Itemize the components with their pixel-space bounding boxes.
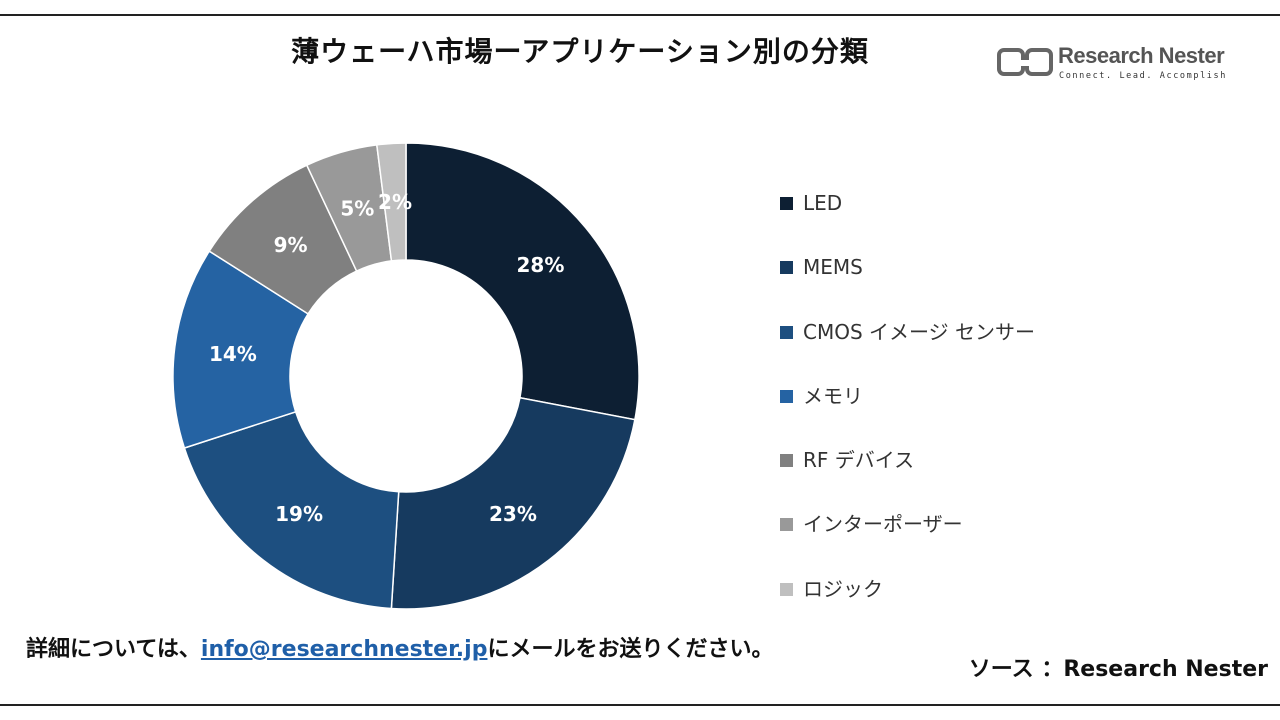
slice-7 — [375, 142, 407, 262]
logo-mark-icon — [997, 48, 1053, 76]
legend-label-7: ロジック — [803, 576, 883, 601]
bottom-border — [0, 704, 1280, 706]
contact-prefix: 詳細については、 — [26, 637, 201, 662]
legend-item-6: インターポーザー — [780, 507, 1035, 571]
slice-label-7: 2% — [378, 190, 412, 214]
top-border — [0, 14, 1280, 16]
legend-item-4: メモリ — [780, 379, 1035, 443]
slice-label-1: 28% — [517, 253, 565, 277]
slice-label-6: 5% — [340, 196, 374, 220]
slice-label-3: 19% — [275, 502, 323, 526]
legend-swatch-5 — [780, 454, 793, 468]
slice-4 — [172, 250, 310, 449]
legend-swatch-6 — [780, 518, 793, 532]
legend-label-2: MEMS — [803, 255, 863, 280]
legend-swatch-4 — [780, 389, 793, 403]
legend-label-6: インターポーザー — [803, 512, 963, 537]
slice-label-4: 14% — [209, 342, 257, 366]
legend-item-2: MEMS — [780, 250, 1035, 314]
legend-item-1: LED — [780, 186, 1035, 250]
slice-3 — [183, 410, 400, 610]
legend-item-5: RF デバイス — [780, 443, 1035, 507]
chart-title: 薄ウェーハ市場ーアプリケーション別の分類 — [291, 35, 869, 68]
contact-suffix: にメールをお送りください。 — [487, 637, 774, 662]
legend-swatch-7 — [780, 582, 793, 596]
legend-swatch-1 — [780, 197, 793, 210]
research-nester-logo: Research Nester Connect. Lead. Accomplis… — [996, 43, 1227, 84]
slice-2 — [390, 396, 636, 610]
legend-swatch-2 — [780, 261, 793, 275]
logo-tagline: Connect. Lead. Accomplish — [1059, 71, 1227, 81]
legend-label-1: LED — [803, 191, 843, 215]
legend-swatch-3 — [780, 325, 793, 339]
contact-note: 詳細については、info@researchnester.jpにメールをお送りくだ… — [26, 631, 773, 663]
contact-email-link[interactable]: info@researchnester.jp — [200, 637, 488, 662]
chart-legend: LED MEMS CMOS イメージ センサー メモリ RF デバイスインターポーザーロ… — [780, 186, 1035, 636]
source-credit: ソース ：Research Nester — [968, 657, 1268, 682]
legend-label-3: CMOS イメージ センサー — [803, 319, 1035, 344]
slice-label-2: 23% — [489, 502, 537, 526]
legend-label-5: RF デバイス — [803, 448, 915, 473]
legend-item-3: CMOS イメージ センサー — [780, 315, 1035, 379]
slice-1 — [405, 142, 640, 421]
legend-label-4: メモリ — [803, 383, 863, 408]
legend-item-7: ロジック — [780, 572, 1035, 636]
slice-label-5: 9% — [274, 233, 308, 257]
logo-name: Research Nester — [1058, 43, 1225, 68]
